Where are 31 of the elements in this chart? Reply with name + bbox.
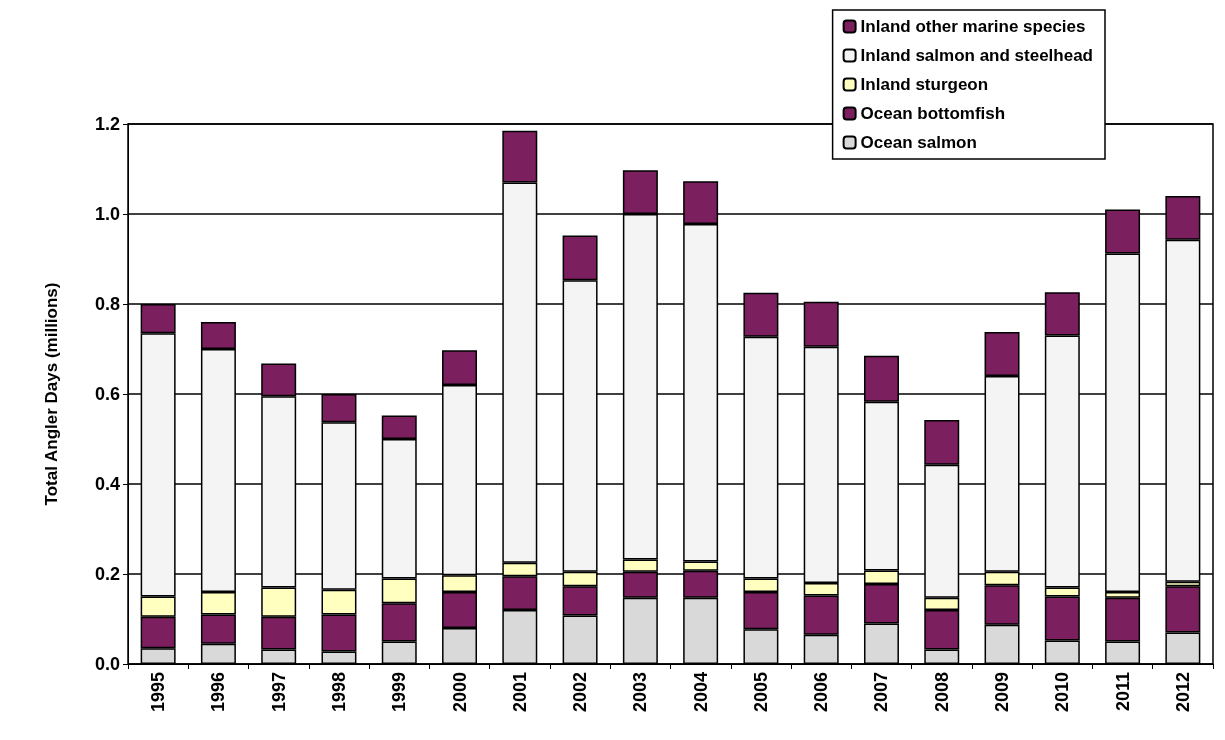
- y-tick-label: 1.0: [94, 204, 120, 224]
- x-tick-label: 1995: [148, 672, 169, 713]
- x-tick-label: 2010: [1052, 672, 1073, 713]
- y-tick-label: 0.4: [94, 474, 120, 494]
- x-tick-label: 2011: [1112, 672, 1133, 712]
- y-tick-label: 1.2: [94, 114, 120, 134]
- legend-label: Inland other marine species: [860, 17, 1086, 36]
- y-tick-label: 0.6: [94, 384, 120, 404]
- x-tick-label: 2004: [690, 672, 711, 713]
- legend-label: Inland salmon and steelhead: [860, 46, 1093, 65]
- y-axis-title: Total Angler Days (millions): [42, 282, 61, 506]
- x-tick-label: 1997: [268, 672, 289, 713]
- y-tick-label: 0.8: [94, 294, 120, 314]
- x-tick-label: 2000: [449, 672, 470, 713]
- y-tick-label: 0.2: [94, 564, 120, 584]
- x-tick-label: 2012: [1172, 672, 1193, 713]
- x-tick-label: 1999: [389, 672, 410, 713]
- x-tick-label: 2001: [509, 672, 530, 713]
- x-tick-label: 1996: [208, 672, 229, 713]
- y-tick-label: 0.0: [94, 654, 120, 674]
- legend-label: Inland sturgeon: [860, 75, 989, 94]
- x-tick-label: 2006: [811, 672, 832, 713]
- x-tick-label: 2005: [750, 672, 771, 713]
- x-tick-label: 1998: [328, 672, 349, 713]
- legend-label: Ocean bottomfish: [860, 104, 1006, 123]
- x-tick-label: 2007: [871, 672, 892, 713]
- x-tick-label: 2002: [570, 672, 591, 713]
- x-tick-label: 2009: [992, 672, 1013, 713]
- x-tick-label: 2008: [931, 672, 952, 713]
- x-tick-label: 2003: [630, 672, 651, 713]
- legend-label: Ocean salmon: [860, 133, 977, 152]
